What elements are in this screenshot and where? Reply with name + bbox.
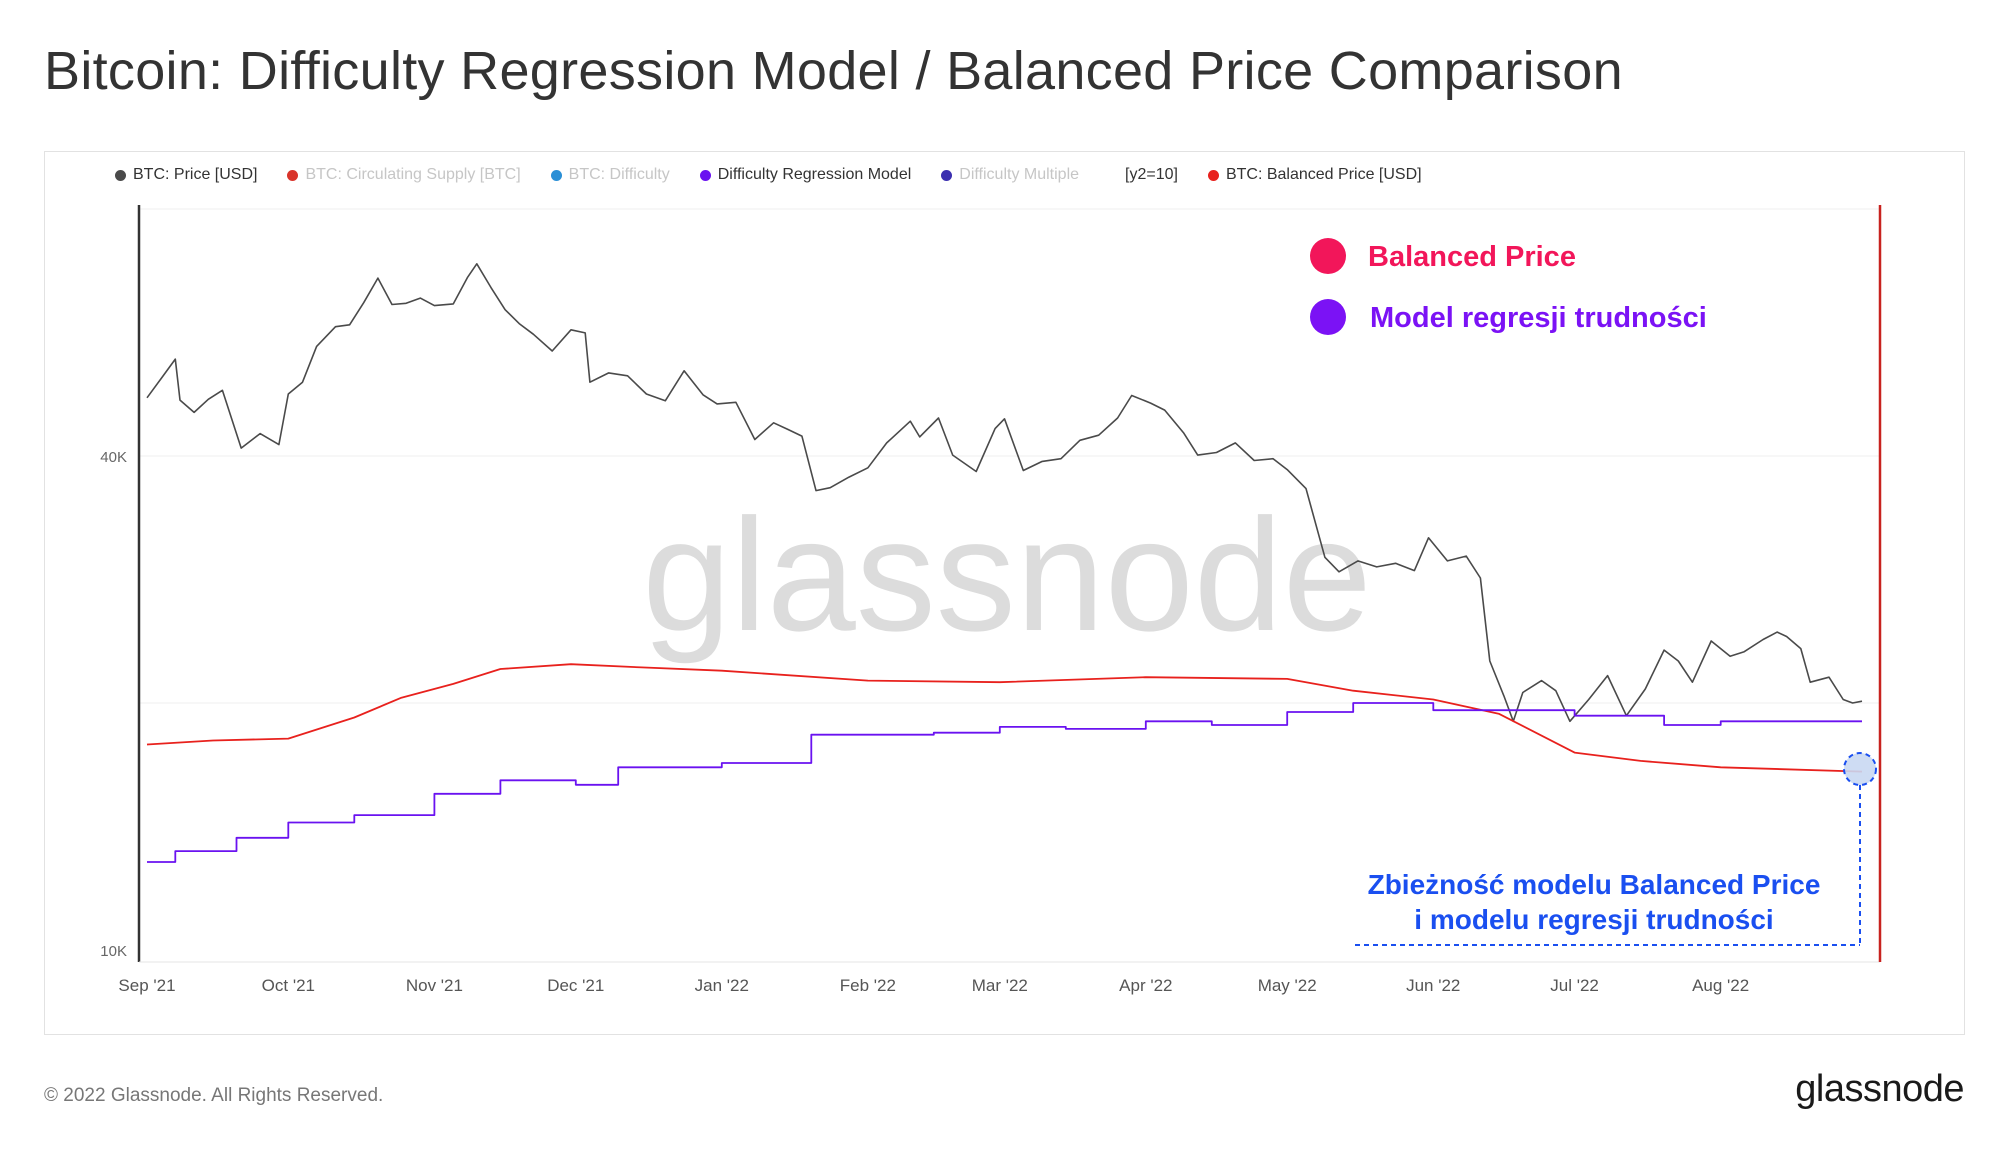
x-tick-label: Feb '22 bbox=[840, 976, 896, 995]
model-marker-icon bbox=[1310, 299, 1346, 335]
x-tick-label: Mar '22 bbox=[972, 976, 1028, 995]
x-tick-label: Nov '21 bbox=[406, 976, 463, 995]
convergence-highlight-circle bbox=[1843, 752, 1877, 786]
grid-lines bbox=[139, 208, 1880, 704]
legend-dot-difficulty-multiple bbox=[941, 169, 953, 181]
y-tick-label: 40K bbox=[100, 449, 127, 466]
legend-item-difficulty[interactable]: BTC: Difficulty bbox=[550, 166, 670, 184]
annotation-balanced-price: Balanced Price bbox=[1368, 241, 1576, 273]
x-tick-label: Dec '21 bbox=[547, 976, 604, 995]
legend-label-price: BTC: Price [USD] bbox=[133, 166, 258, 183]
series-line-difficulty-regression-model bbox=[147, 702, 1862, 863]
x-tick-label: Sep '21 bbox=[118, 976, 175, 995]
legend-label-balanced-price: BTC: Balanced Price [USD] bbox=[1225, 166, 1422, 183]
x-tick-label: Apr '22 bbox=[1119, 976, 1172, 995]
legend-label-regression-model: Difficulty Regression Model bbox=[717, 166, 912, 183]
legend-label-supply: BTC: Circulating Supply [BTC] bbox=[305, 166, 521, 183]
series-lines bbox=[146, 263, 1863, 863]
x-tick-label: Jun '22 bbox=[1406, 976, 1460, 995]
legend-y2-note: [y2=10] bbox=[1125, 166, 1178, 183]
x-tick-labels: Sep '21 Oct '21 Nov '21 Dec '21 Jan '22 Feb '… bbox=[118, 976, 1749, 995]
watermark-text: glassnode bbox=[642, 485, 1371, 664]
chart-legend: BTC: Price [USD] BTC: Circulating Supply… bbox=[115, 166, 1422, 184]
x-tick-label: Jan '22 bbox=[695, 976, 749, 995]
y-tick-labels: 10K 40K bbox=[100, 449, 127, 960]
page-title: Bitcoin: Difficulty Regression Model / B… bbox=[44, 41, 1623, 101]
chart-frame bbox=[44, 151, 1965, 1035]
y-tick-label: 10K bbox=[100, 943, 127, 960]
x-tick-label: Oct '21 bbox=[262, 976, 315, 995]
legend-dot-balanced-price bbox=[1207, 169, 1219, 181]
legend-label-difficulty-multiple: Difficulty Multiple bbox=[959, 166, 1080, 183]
series-line-btc-balanced-price-usd bbox=[146, 663, 1863, 773]
x-tick-label: Aug '22 bbox=[1692, 976, 1749, 995]
footer-logo[interactable]: glassnode bbox=[1795, 1068, 1964, 1110]
footer-copyright: © 2022 Glassnode. All Rights Reserved. bbox=[44, 1085, 384, 1106]
legend-dot-regression-model bbox=[699, 169, 711, 181]
legend-item-price[interactable]: BTC: Price [USD] bbox=[115, 166, 257, 184]
x-tick-label: May '22 bbox=[1258, 976, 1317, 995]
annotation-convergence-line2: i modelu regresji trudności bbox=[1414, 904, 1773, 935]
legend-dot-supply bbox=[287, 169, 299, 181]
legend-item-balanced-price[interactable]: BTC: Balanced Price [USD] bbox=[1207, 166, 1422, 184]
series-line-btc-price-usd bbox=[146, 263, 1863, 723]
annotation-regression-model: Model regresji trudności bbox=[1370, 302, 1707, 334]
legend-dot-price bbox=[115, 169, 126, 181]
legend-item-supply[interactable]: BTC: Circulating Supply [BTC] bbox=[287, 166, 521, 184]
legend-label-difficulty: BTC: Difficulty bbox=[568, 166, 670, 183]
annotation-convergence-line1: Zbieżność modelu Balanced Price bbox=[1368, 869, 1821, 900]
balanced-price-marker-icon bbox=[1310, 238, 1346, 274]
legend-dot-difficulty bbox=[550, 169, 562, 181]
legend-item-difficulty-multiple[interactable]: Difficulty Multiple bbox=[941, 166, 1079, 184]
legend-item-regression-model[interactable]: Difficulty Regression Model bbox=[699, 166, 912, 184]
x-tick-label: Jul '22 bbox=[1550, 976, 1599, 995]
